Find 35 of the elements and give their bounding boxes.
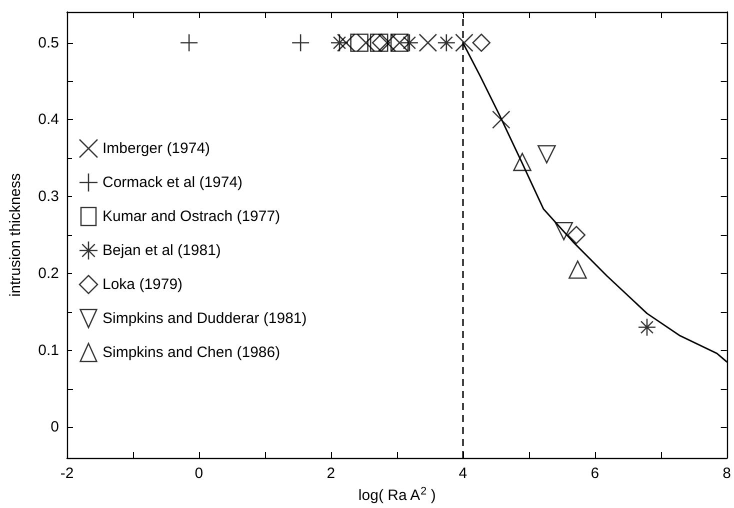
- point: [378, 34, 396, 52]
- x-tick-label: 6: [590, 465, 600, 482]
- point: [567, 226, 586, 244]
- x-tick-label: 0: [194, 465, 204, 482]
- x-tick-label: 8: [722, 465, 731, 482]
- legend-label: Imberger (1974): [102, 140, 210, 157]
- y-tick-label: 0.2: [38, 264, 59, 282]
- y-tick-label: 0: [50, 418, 59, 436]
- point: [350, 34, 368, 52]
- point: [356, 34, 376, 52]
- point: [437, 34, 456, 52]
- x-tick-label: 4: [458, 465, 468, 482]
- point: [472, 34, 491, 52]
- point: [400, 34, 419, 52]
- point: [418, 34, 438, 52]
- point: [568, 260, 587, 279]
- legend-label: Simpkins and Chen (1986): [102, 344, 280, 361]
- x-tick-label: 2: [326, 465, 336, 482]
- point: [538, 145, 556, 164]
- point: [638, 318, 656, 336]
- point: [554, 222, 573, 240]
- legend-label: Loka (1979): [102, 276, 183, 293]
- legend-label: Bejan et al (1981): [102, 242, 221, 259]
- y-tick-label: 0.1: [38, 342, 59, 359]
- point: [513, 152, 532, 172]
- x-tick-label: -2: [60, 465, 74, 482]
- y-tick-label: 0.4: [38, 111, 59, 128]
- legend-label: Cormack et al (1974): [102, 174, 243, 191]
- point: [492, 110, 510, 129]
- y-tick-label: 0.3: [38, 188, 59, 206]
- y-axis-title: intrusion thickness: [7, 173, 24, 297]
- point: [455, 34, 474, 52]
- legend-label: Simpkins and Dudderar (1981): [102, 310, 307, 327]
- legend-label: Kumar and Ostrach (1977): [102, 208, 280, 225]
- y-tick-label: 0.5: [38, 34, 59, 52]
